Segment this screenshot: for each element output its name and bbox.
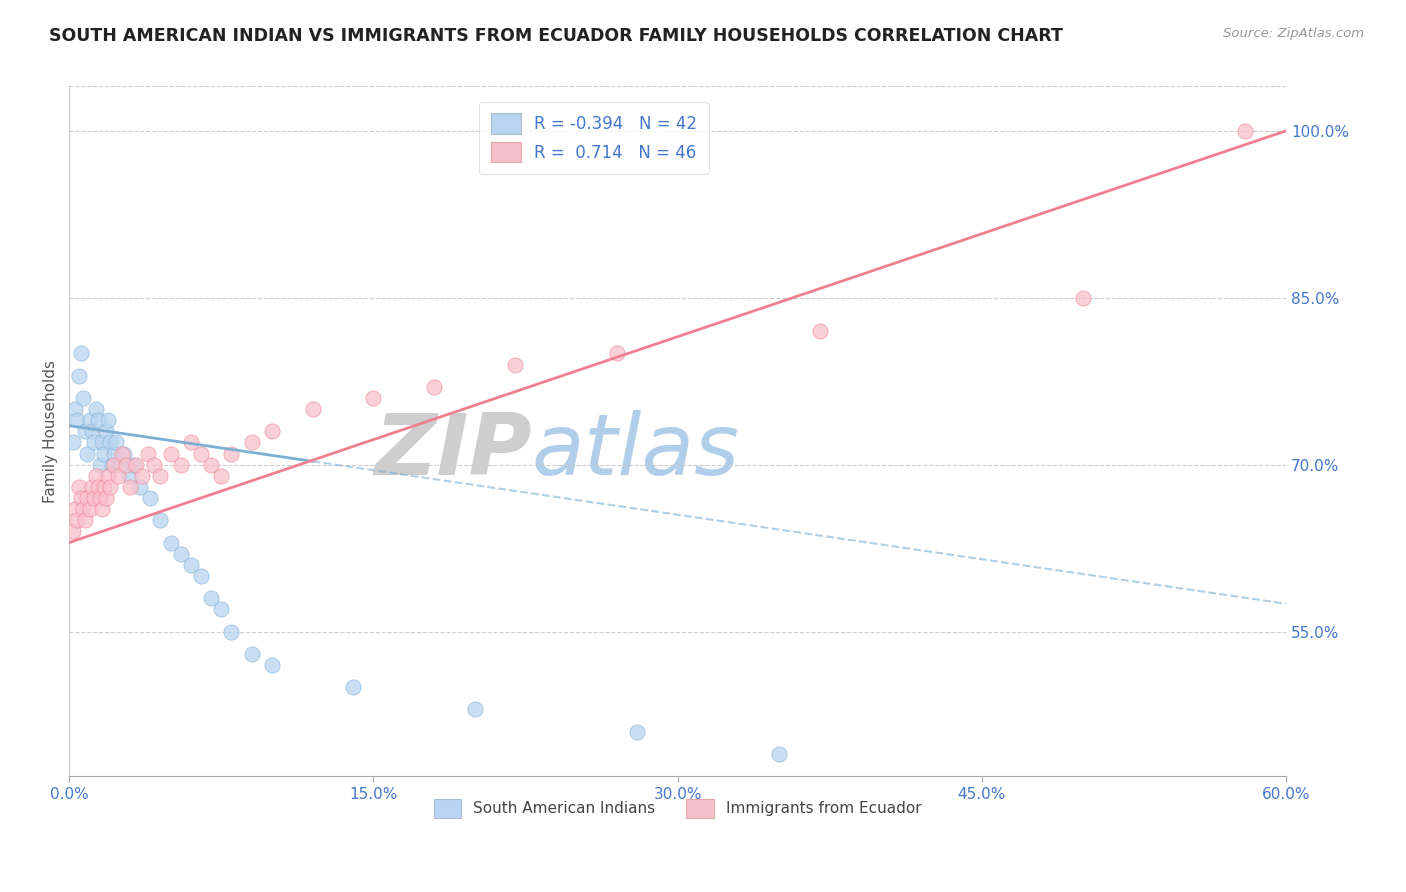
Point	[464, 702, 486, 716]
Point	[94, 491, 117, 505]
Point	[606, 346, 628, 360]
Point	[90, 502, 112, 516]
Point	[72, 391, 94, 405]
Point	[136, 446, 159, 460]
Point	[111, 446, 134, 460]
Point	[260, 657, 283, 672]
Point	[65, 502, 87, 516]
Point	[76, 446, 98, 460]
Point	[122, 458, 145, 472]
Text: ZIP: ZIP	[374, 410, 531, 493]
Point	[180, 435, 202, 450]
Point	[363, 391, 385, 405]
Point	[72, 502, 94, 516]
Point	[83, 491, 105, 505]
Point	[131, 468, 153, 483]
Point	[170, 547, 193, 561]
Legend: South American Indians, Immigrants from Ecuador: South American Indians, Immigrants from …	[427, 793, 928, 823]
Point	[62, 524, 84, 539]
Point	[808, 324, 831, 338]
Point	[190, 446, 212, 460]
Point	[93, 480, 115, 494]
Point	[626, 724, 648, 739]
Y-axis label: Family Households: Family Households	[44, 359, 58, 503]
Point	[768, 747, 790, 761]
Point	[159, 535, 181, 549]
Point	[112, 446, 135, 460]
Point	[70, 491, 93, 505]
Point	[67, 368, 90, 383]
Point	[125, 458, 148, 472]
Point	[149, 513, 172, 527]
Text: Source: ZipAtlas.com: Source: ZipAtlas.com	[1223, 27, 1364, 40]
Point	[103, 446, 125, 460]
Point	[120, 480, 142, 494]
Point	[209, 602, 232, 616]
Point	[260, 424, 283, 438]
Point	[84, 468, 107, 483]
Point	[97, 468, 120, 483]
Point	[79, 502, 101, 516]
Point	[70, 346, 93, 360]
Point	[79, 413, 101, 427]
Point	[97, 413, 120, 427]
Point	[108, 458, 131, 472]
Point	[80, 480, 103, 494]
Point	[180, 558, 202, 572]
Point	[107, 468, 129, 483]
Text: atlas: atlas	[531, 410, 740, 493]
Point	[240, 647, 263, 661]
Point	[75, 513, 97, 527]
Point	[129, 480, 152, 494]
Point	[423, 380, 446, 394]
Point	[75, 424, 97, 438]
Point	[240, 435, 263, 450]
Point	[301, 402, 323, 417]
Point	[143, 458, 166, 472]
Point	[67, 480, 90, 494]
Point	[120, 468, 142, 483]
Point	[84, 402, 107, 417]
Point	[66, 413, 89, 427]
Point	[104, 435, 127, 450]
Point	[139, 491, 162, 505]
Point	[190, 569, 212, 583]
Point	[94, 424, 117, 438]
Point	[1234, 124, 1257, 138]
Point	[200, 591, 222, 606]
Point	[76, 491, 98, 505]
Text: SOUTH AMERICAN INDIAN VS IMMIGRANTS FROM ECUADOR FAMILY HOUSEHOLDS CORRELATION C: SOUTH AMERICAN INDIAN VS IMMIGRANTS FROM…	[49, 27, 1063, 45]
Point	[209, 468, 232, 483]
Point	[66, 513, 89, 527]
Point	[62, 435, 84, 450]
Point	[149, 468, 172, 483]
Point	[342, 680, 364, 694]
Point	[221, 446, 243, 460]
Point	[1071, 291, 1094, 305]
Point	[221, 624, 243, 639]
Point	[170, 458, 193, 472]
Point	[200, 458, 222, 472]
Point	[86, 480, 108, 494]
Point	[101, 458, 124, 472]
Point	[98, 435, 121, 450]
Point	[89, 458, 111, 472]
Point	[159, 446, 181, 460]
Point	[65, 402, 87, 417]
Point	[86, 413, 108, 427]
Point	[98, 480, 121, 494]
Point	[103, 458, 125, 472]
Point	[83, 435, 105, 450]
Point	[90, 435, 112, 450]
Point	[93, 446, 115, 460]
Point	[115, 458, 138, 472]
Point	[89, 491, 111, 505]
Point	[505, 358, 527, 372]
Point	[80, 424, 103, 438]
